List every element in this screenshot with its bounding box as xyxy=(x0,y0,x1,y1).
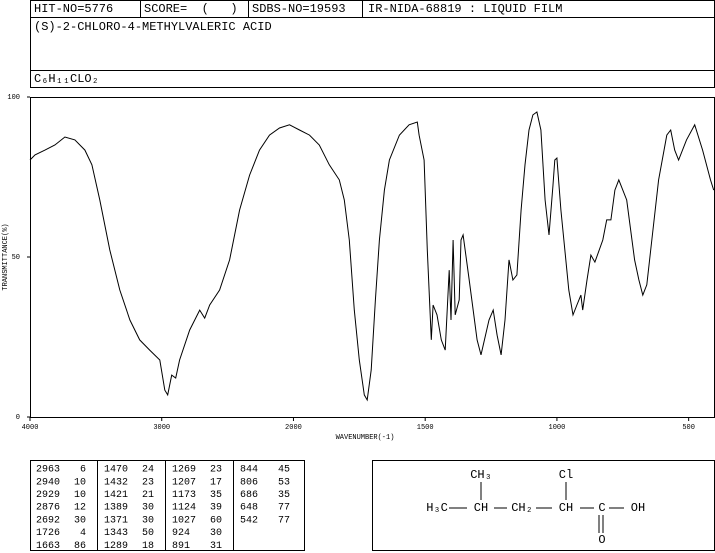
peak-wavenumber: 2929 xyxy=(36,490,60,501)
peak-wavenumber: 1289 xyxy=(104,541,128,552)
method: IR-NIDA-68819 : LIQUID FILM xyxy=(368,2,562,16)
peak-intensity: 23 xyxy=(210,465,222,476)
x-tick-label: 3000 xyxy=(153,424,170,432)
peak-wavenumber: 1389 xyxy=(104,503,128,514)
peak-wavenumber: 1432 xyxy=(104,477,128,488)
structure-box xyxy=(372,460,715,551)
peak-wavenumber: 542 xyxy=(240,515,258,526)
compound-name: (S)-2-CHLORO-4-METHYLVALERIC ACID xyxy=(34,20,272,34)
atom-label: O xyxy=(598,533,605,547)
peak-wavenumber: 1207 xyxy=(172,477,196,488)
peak-wavenumber: 2963 xyxy=(36,465,60,476)
plot-frame xyxy=(30,97,715,418)
peak-intensity: 39 xyxy=(210,503,222,514)
peak-intensity: 31 xyxy=(210,541,222,552)
spectrum-line xyxy=(29,111,715,402)
peak-table-box xyxy=(30,460,305,551)
peak-intensity: 35 xyxy=(278,490,290,501)
atom-label: CH xyxy=(474,501,488,515)
x-tick-label: 2000 xyxy=(285,424,302,432)
peak-wavenumber: 1421 xyxy=(104,490,128,501)
atom-label: OH xyxy=(631,501,645,515)
peak-intensity: 45 xyxy=(278,465,290,476)
peak-intensity: 6 xyxy=(80,465,86,476)
score: SCORE= ( ) xyxy=(144,2,238,16)
peak-intensity: 23 xyxy=(142,477,154,488)
peak-intensity: 4 xyxy=(80,528,86,539)
peak-intensity: 50 xyxy=(142,528,154,539)
atom-label: CH₃ xyxy=(470,468,492,482)
formula: C₆H₁₁CLO₂ xyxy=(34,72,99,86)
y-tick-label: 100 xyxy=(7,94,20,102)
peak-wavenumber: 648 xyxy=(240,503,258,514)
y-axis-label: TRANSMITTANCE(%) xyxy=(2,223,10,290)
peak-intensity: 10 xyxy=(74,490,86,501)
peak-wavenumber: 1470 xyxy=(104,465,128,476)
hit-no: HIT-NO=5776 xyxy=(34,2,113,16)
peak-wavenumber: 1663 xyxy=(36,541,60,552)
x-axis-label: WAVENUMBER(-1) xyxy=(336,434,395,442)
peak-intensity: 17 xyxy=(210,477,222,488)
peak-wavenumber: 891 xyxy=(172,541,190,552)
peak-intensity: 35 xyxy=(210,490,222,501)
peak-intensity: 30 xyxy=(74,515,86,526)
peak-wavenumber: 686 xyxy=(240,490,258,501)
atom-label: Cl xyxy=(559,468,573,482)
peak-wavenumber: 1124 xyxy=(172,503,196,514)
peak-wavenumber: 1371 xyxy=(104,515,128,526)
peak-intensity: 10 xyxy=(74,477,86,488)
atom-label: H₃C xyxy=(426,501,448,515)
x-tick-label: 4000 xyxy=(22,424,39,432)
peak-intensity: 86 xyxy=(74,541,86,552)
y-tick-label: 50 xyxy=(12,254,20,262)
peak-intensity: 18 xyxy=(142,541,154,552)
peak-wavenumber: 1726 xyxy=(36,528,60,539)
peak-intensity: 53 xyxy=(278,477,290,488)
atom-label: CH xyxy=(559,501,573,515)
y-tick-label: 0 xyxy=(16,414,20,422)
peak-wavenumber: 1343 xyxy=(104,528,128,539)
peak-wavenumber: 806 xyxy=(240,477,258,488)
x-tick-label: 1000 xyxy=(549,424,566,432)
peak-intensity: 30 xyxy=(142,515,154,526)
x-tick-label: 1500 xyxy=(417,424,434,432)
peak-wavenumber: 1269 xyxy=(172,465,196,476)
peak-intensity: 60 xyxy=(210,515,222,526)
peak-intensity: 77 xyxy=(278,515,290,526)
peak-wavenumber: 2692 xyxy=(36,515,60,526)
peak-wavenumber: 2876 xyxy=(36,503,60,514)
peak-wavenumber: 1173 xyxy=(172,490,196,501)
peak-intensity: 77 xyxy=(278,503,290,514)
atom-label: CH₂ xyxy=(511,501,533,515)
peak-intensity: 24 xyxy=(142,465,154,476)
atom-label: C xyxy=(598,501,605,515)
peak-wavenumber: 924 xyxy=(172,528,190,539)
x-tick-label: 500 xyxy=(682,424,695,432)
peak-wavenumber: 844 xyxy=(240,465,258,476)
peak-intensity: 30 xyxy=(210,528,222,539)
peak-wavenumber: 2940 xyxy=(36,477,60,488)
sdbs-no: SDBS-NO=19593 xyxy=(252,2,346,16)
peak-wavenumber: 1027 xyxy=(172,515,196,526)
peak-intensity: 30 xyxy=(142,503,154,514)
peak-intensity: 12 xyxy=(74,503,86,514)
peak-intensity: 21 xyxy=(142,490,154,501)
